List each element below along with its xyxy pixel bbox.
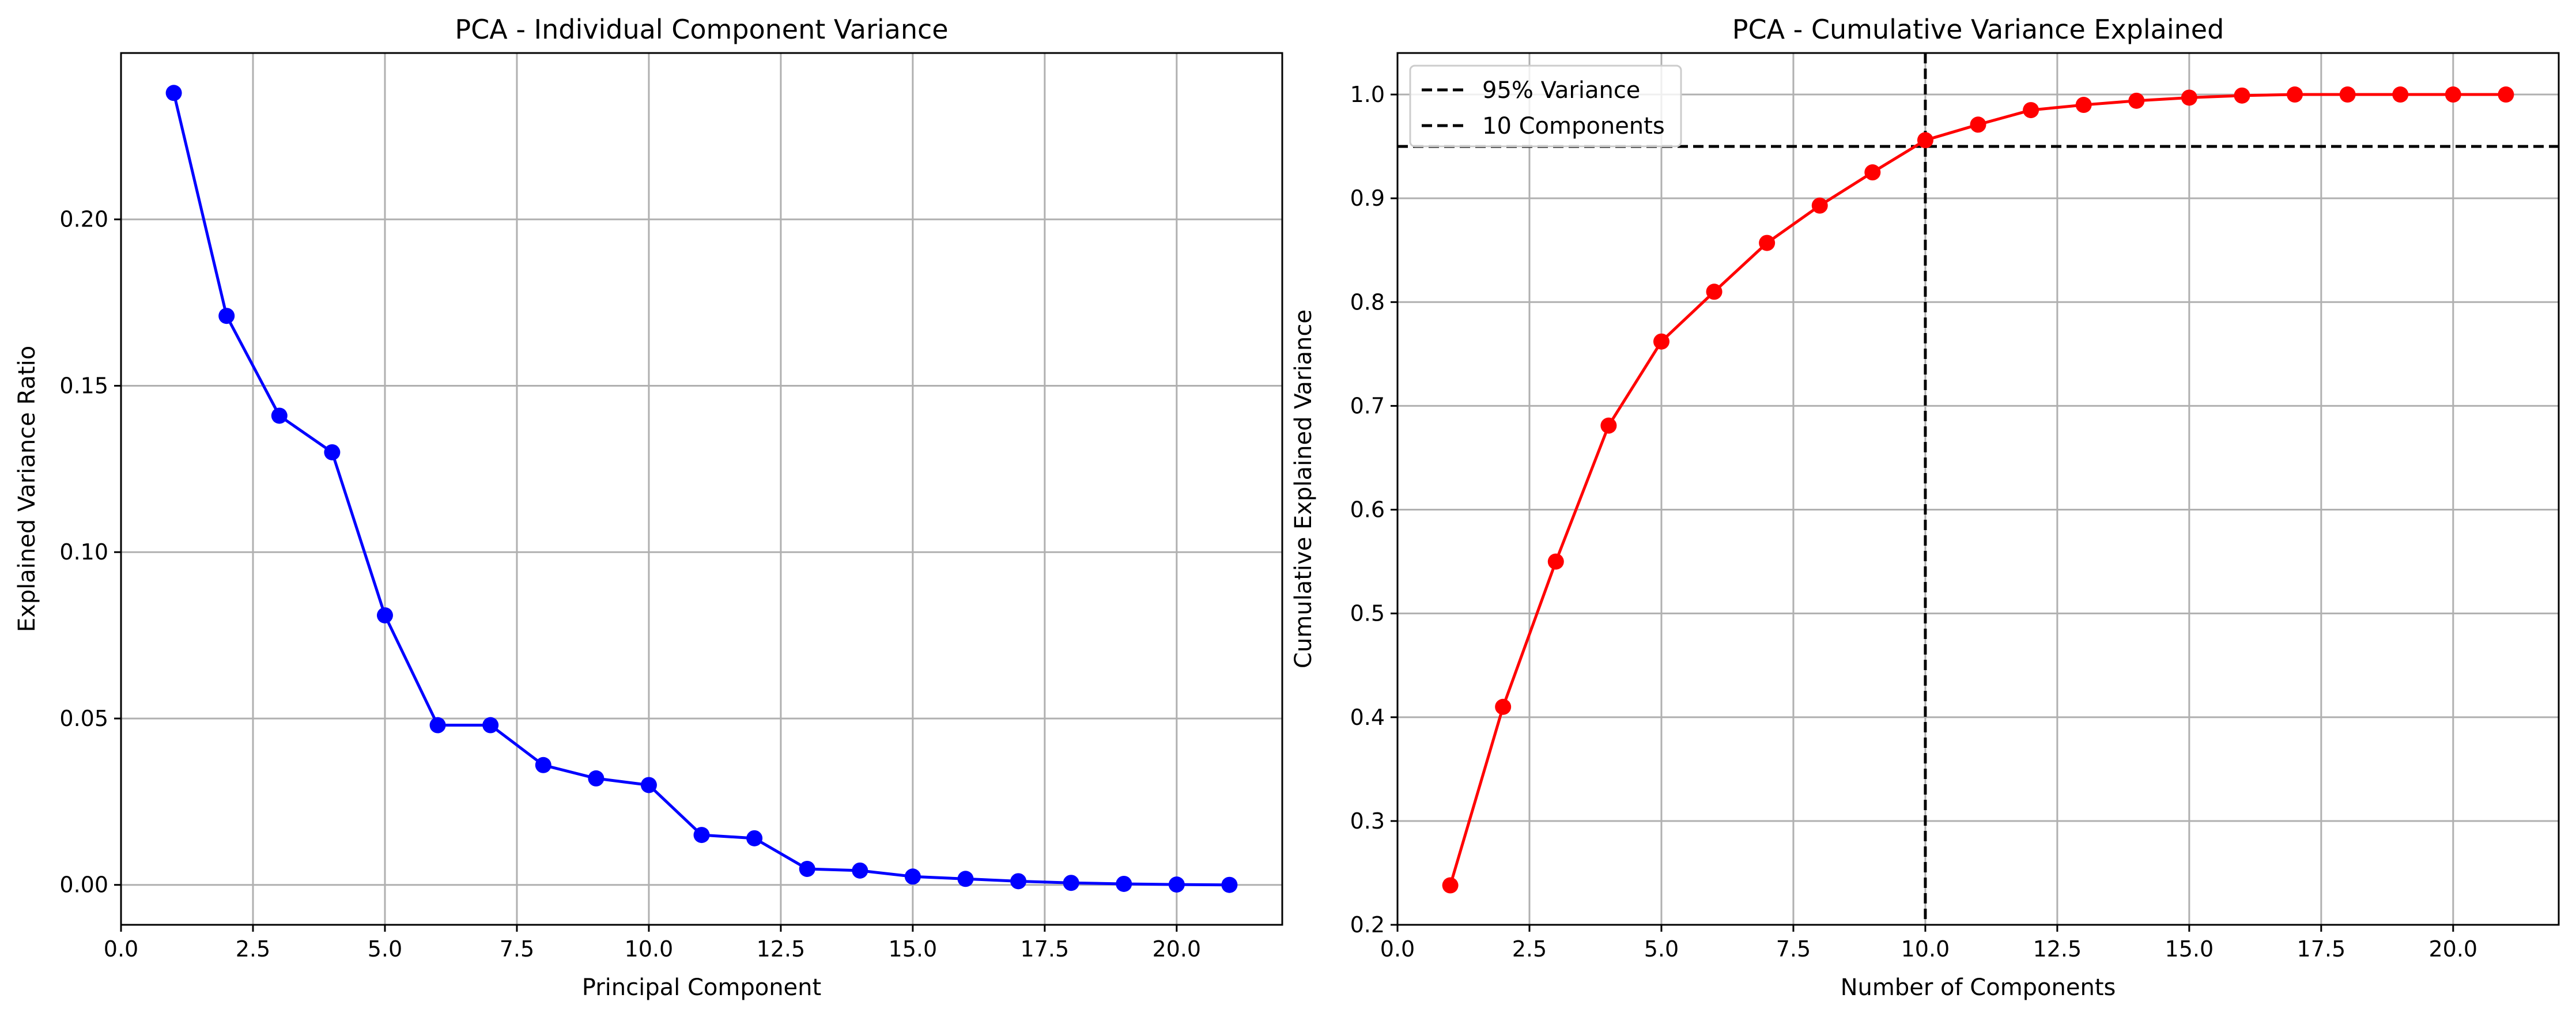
data-point bbox=[2498, 86, 2514, 103]
data-point bbox=[746, 830, 763, 846]
x-tick-label: 10.0 bbox=[625, 936, 674, 962]
y-axis-label: Explained Variance Ratio bbox=[14, 346, 40, 632]
y-tick-label: 0.2 bbox=[1350, 912, 1385, 937]
legend: 95% Variance 10 Components bbox=[1409, 65, 1682, 148]
data-point bbox=[957, 871, 974, 887]
x-tick-label: 0.0 bbox=[1380, 936, 1415, 962]
data-point bbox=[482, 717, 499, 734]
chart-title: PCA - Cumulative Variance Explained bbox=[1732, 14, 2224, 45]
data-point bbox=[1495, 698, 1512, 715]
data-point bbox=[535, 757, 552, 773]
data-point bbox=[799, 860, 815, 877]
y-tick-label: 0.20 bbox=[59, 207, 108, 232]
data-point bbox=[852, 862, 868, 879]
y-tick-label: 0.8 bbox=[1350, 289, 1385, 315]
data-point bbox=[1653, 333, 1670, 350]
y-tick-label: 0.15 bbox=[59, 373, 108, 398]
x-tick-label: 12.5 bbox=[757, 936, 806, 962]
legend-box bbox=[1409, 65, 1682, 148]
series-line bbox=[1449, 93, 2506, 886]
data-point bbox=[1116, 875, 1132, 892]
y-axis-label: Cumulative Explained Variance bbox=[1290, 309, 1317, 668]
data-point bbox=[1547, 553, 1564, 570]
x-tick-label: 15.0 bbox=[889, 936, 938, 962]
data-point bbox=[2339, 86, 2356, 103]
y-tick-label: 0.6 bbox=[1350, 497, 1385, 523]
x-tick-label: 15.0 bbox=[2165, 936, 2214, 962]
y-tick-label: 0.05 bbox=[59, 706, 108, 731]
y-tick-label: 0.9 bbox=[1350, 186, 1385, 211]
data-point bbox=[640, 777, 657, 793]
data-point bbox=[1168, 876, 1185, 893]
data-point bbox=[1917, 132, 1933, 149]
x-tick-label: 20.0 bbox=[1153, 936, 1202, 962]
x-axis-label: Principal Component bbox=[582, 974, 821, 1001]
plot-area-frame bbox=[120, 52, 1283, 926]
legend-label-10-components: 10 Components bbox=[1482, 113, 1665, 139]
y-tick-label: 0.7 bbox=[1350, 393, 1385, 418]
chart-title: PCA - Individual Component Variance bbox=[455, 14, 948, 45]
x-tick-label: 0.0 bbox=[104, 936, 138, 962]
x-tick-label: 17.5 bbox=[2297, 936, 2346, 962]
x-tick-label: 2.5 bbox=[236, 936, 270, 962]
data-point bbox=[429, 717, 446, 734]
data-point bbox=[218, 308, 235, 324]
data-point bbox=[588, 770, 605, 787]
data-point bbox=[1221, 876, 1238, 893]
legend-label-95-variance: 95% Variance bbox=[1482, 77, 1640, 104]
data-point bbox=[1706, 283, 1723, 300]
x-tick-label: 10.0 bbox=[1901, 936, 1950, 962]
data-point bbox=[1442, 877, 1459, 894]
x-axis-label: Number of Components bbox=[1841, 974, 2116, 1001]
x-tick-label: 5.0 bbox=[368, 936, 402, 962]
plot-area-frame bbox=[1396, 52, 2560, 926]
y-tick-label: 0.3 bbox=[1350, 808, 1385, 834]
data-point bbox=[1063, 875, 1079, 891]
y-tick-label: 1.0 bbox=[1350, 82, 1385, 107]
y-tick-label: 0.00 bbox=[59, 872, 108, 898]
data-point bbox=[904, 868, 921, 885]
data-point bbox=[2023, 102, 2039, 119]
y-tick-label: 0.4 bbox=[1350, 705, 1385, 730]
x-tick-label: 12.5 bbox=[2033, 936, 2082, 962]
data-point bbox=[2181, 89, 2197, 106]
x-tick-label: 20.0 bbox=[2429, 936, 2478, 962]
data-point bbox=[376, 607, 393, 623]
data-point bbox=[1759, 235, 1776, 251]
chart-cumulative-variance: 0.0 2.5 5.0 7.5 10.0 12.5 15.0 17.5 20.0 0.2 0.3 0.… bbox=[1290, 14, 2560, 1001]
data-point bbox=[271, 407, 288, 424]
x-tick-label: 7.5 bbox=[500, 936, 534, 962]
data-point bbox=[1010, 873, 1027, 890]
data-point bbox=[2392, 86, 2409, 103]
data-point bbox=[1864, 164, 1881, 181]
data-point bbox=[2075, 97, 2092, 114]
data-point bbox=[324, 444, 341, 460]
data-point bbox=[2128, 92, 2145, 109]
series-line bbox=[172, 92, 1230, 887]
x-tick-label: 7.5 bbox=[1776, 936, 1811, 962]
data-point bbox=[1811, 197, 1828, 214]
data-point bbox=[1970, 116, 1986, 133]
data-point bbox=[2234, 87, 2250, 104]
data-point bbox=[2287, 86, 2303, 103]
data-point bbox=[165, 85, 182, 101]
data-point bbox=[693, 827, 710, 844]
x-tick-label: 5.0 bbox=[1644, 936, 1679, 962]
data-point bbox=[2445, 86, 2461, 103]
y-tick-label: 0.10 bbox=[59, 539, 108, 565]
y-tick-label: 0.5 bbox=[1350, 601, 1385, 626]
chart-individual-variance: 0.0 2.5 5.0 7.5 10.0 12.5 15.0 17.5 20.0 0.00 0.05… bbox=[14, 14, 1283, 1001]
data-point bbox=[1600, 417, 1617, 434]
x-tick-label: 2.5 bbox=[1512, 936, 1547, 962]
x-tick-label: 17.5 bbox=[1021, 936, 1070, 962]
